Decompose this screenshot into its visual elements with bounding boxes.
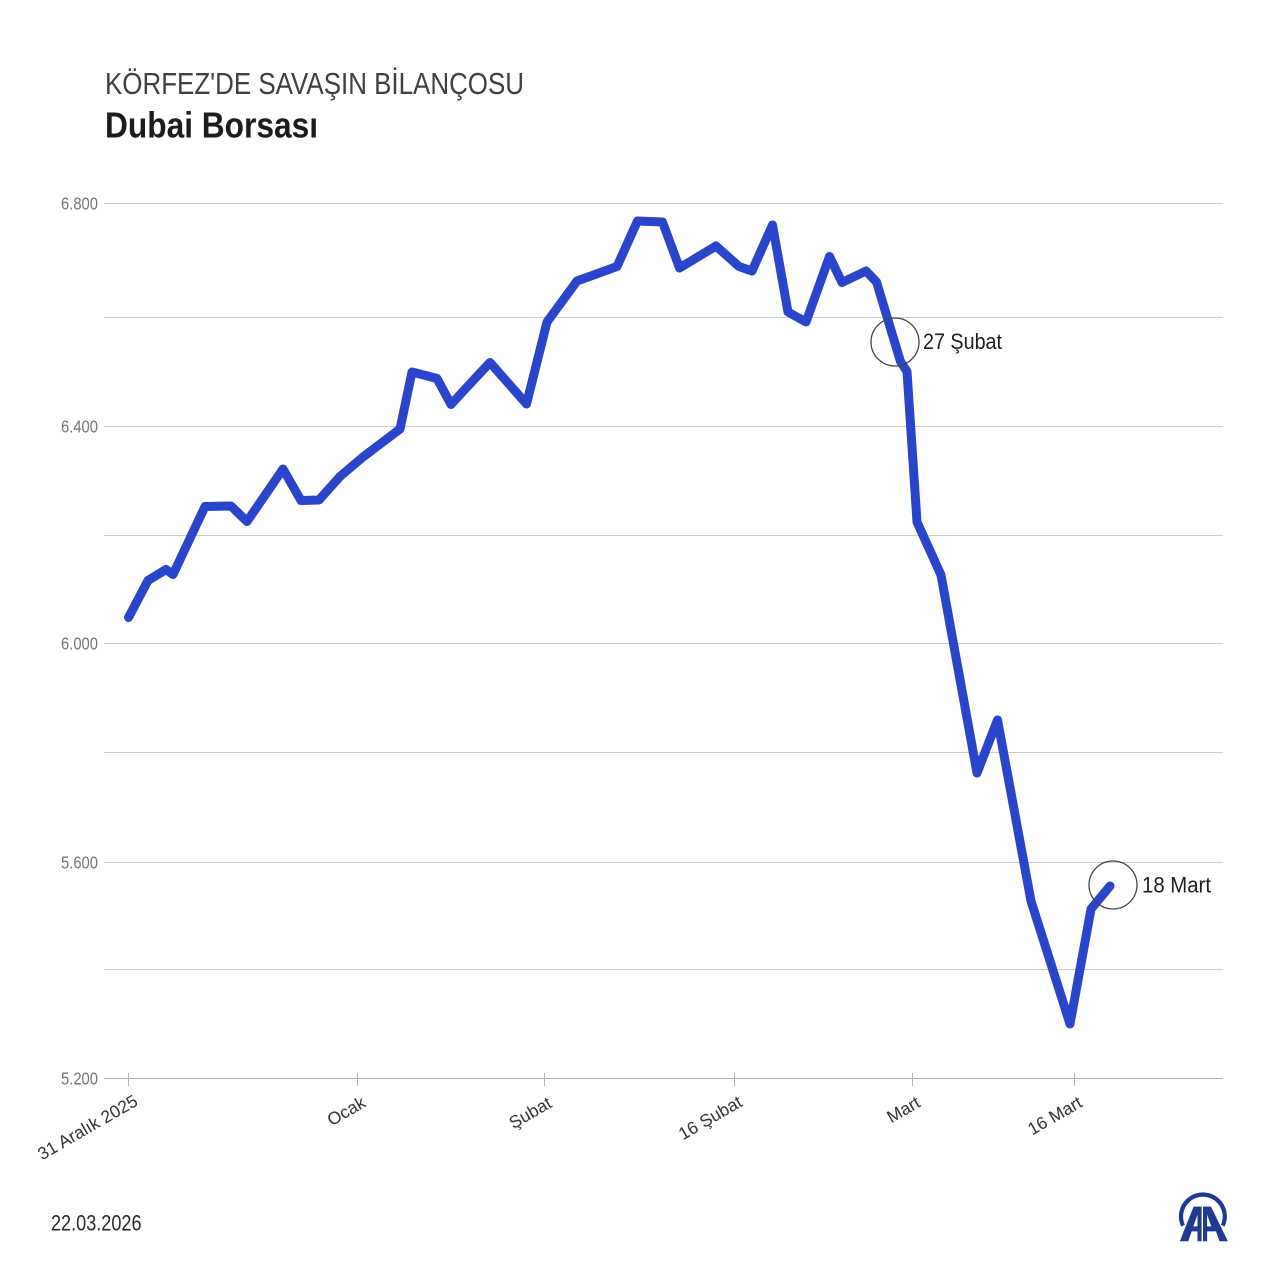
svg-text:22.03.2026: 22.03.2026 [51, 1211, 142, 1236]
svg-text:5.600: 5.600 [61, 853, 98, 873]
svg-text:Dubai Borsası: Dubai Borsası [105, 105, 318, 146]
svg-text:6.400: 6.400 [61, 417, 98, 437]
svg-text:5.200: 5.200 [61, 1069, 98, 1089]
svg-text:18 Mart: 18 Mart [1142, 873, 1211, 898]
svg-text:27 Şubat: 27 Şubat [923, 329, 1002, 354]
svg-text:KÖRFEZ'DE SAVAŞIN BİLANÇOSU: KÖRFEZ'DE SAVAŞIN BİLANÇOSU [105, 66, 524, 101]
svg-text:6.000: 6.000 [61, 634, 98, 654]
svg-text:6.800: 6.800 [61, 194, 98, 214]
